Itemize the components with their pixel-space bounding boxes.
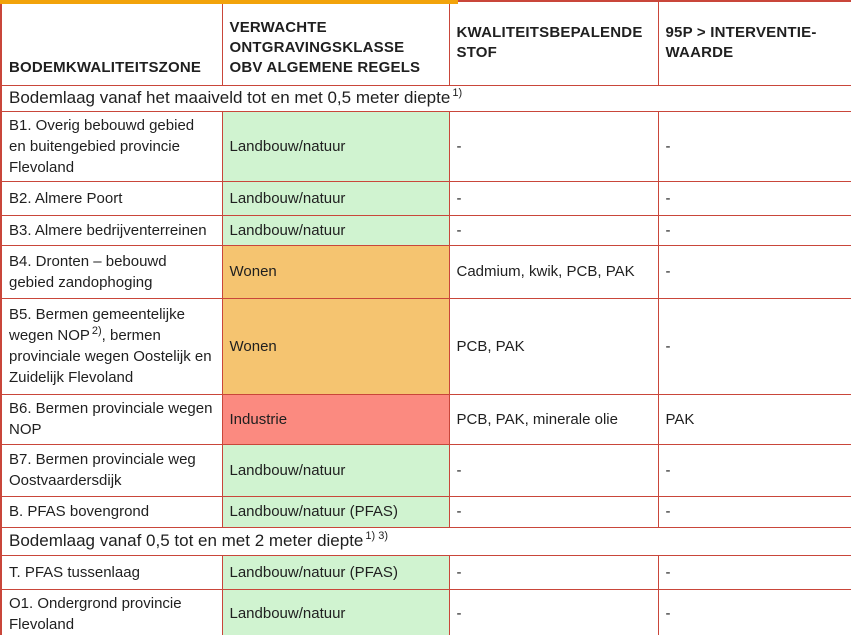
section-title: Bodemlaag vanaf het maaiveld tot en met … [0,84,851,112]
kwaliteitsbepalende-stof-cell: - [448,180,659,216]
table-body: Bodemlaag vanaf het maaiveld tot en met … [0,84,851,635]
kwaliteitsbepalende-stof-cell: - [448,443,659,497]
zone-cell: B2. Almere Poort [0,180,223,216]
top-accent-bar [0,0,458,4]
table-row: B4. Dronten – bebouwd gebied zandophogin… [0,244,851,299]
ontgravingsklasse-cell: Landbouw/natuur (PFAS) [221,554,450,590]
kwaliteitsbepalende-stof-cell: PCB, PAK [448,297,659,395]
table-row: B5. Bermen gemeentelijke wegen NOP 2), be… [0,297,851,395]
p95-interventiewaarde-cell: - [657,297,851,395]
kwaliteitsbepalende-stof-cell: Cadmium, kwik, PCB, PAK [448,244,659,299]
ontgravingsklasse-cell: Landbouw/natuur (PFAS) [221,495,450,528]
table-row: B7. Bermen provinciale weg Oostvaardersd… [0,443,851,497]
table-row: O1. Ondergrond provincie Flevoland Landbo… [0,588,851,635]
p95-interventiewaarde-cell: PAK [657,393,851,445]
kwaliteitsbepalende-stof-cell: - [448,495,659,528]
column-header-kwaliteitsbepalende-stof: KWALITEITSBEPALENDE STOF [448,0,659,86]
ontgravingsklasse-cell: Landbouw/natuur [221,588,450,635]
zone-text: B1. Overig bebouwd gebied en buitengebie… [9,116,195,176]
ontgravingsklasse-cell: Landbouw/natuur [221,443,450,497]
kwaliteitsbepalende-stof-cell: PCB, PAK, minerale olie [448,393,659,445]
zone-cell: B. PFAS bovengrond [0,495,223,528]
ontgravingsklasse-cell: Landbouw/natuur [221,214,450,246]
zone-text: B2. Almere Poort [9,189,123,207]
table-row: B2. Almere Poort Landbouw/natuur - - [0,180,851,216]
table-row: B6. Bermen provinciale wegen NOP Industri… [0,393,851,445]
table-row: T. PFAS tussenlaag Landbouw/natuur (PFAS)… [0,554,851,590]
zone-text: T. PFAS tussenlaag [9,563,140,581]
column-header-95p-interventiewaarde: 95P > INTERVENTIE-WAARDE [657,0,851,86]
section-header-row: Bodemlaag vanaf 0,5 tot en met 2 meter d… [0,526,851,556]
zone-text-continued: , bermen provinciale wegen Oostelijk en … [9,327,212,386]
table-header: BODEMKWALITEITSZONE VERWACHTE ONTGRAVING… [0,0,851,86]
ontgravingsklasse-cell: Landbouw/natuur [221,180,450,216]
kwaliteitsbepalende-stof-cell: - [448,110,659,182]
section-footnote-reference: 1) [452,86,463,99]
table-row: B. PFAS bovengrond Landbouw/natuur (PFAS)… [0,495,851,528]
zone-cell: B7. Bermen provinciale weg Oostvaardersd… [0,443,223,497]
zone-cell: B5. Bermen gemeentelijke wegen NOP 2), be… [0,297,223,395]
table-row: B1. Overig bebouwd gebied en buitengebie… [0,110,851,182]
zone-text: B7. Bermen provinciale weg Oostvaardersd… [9,451,196,489]
section-title: Bodemlaag vanaf 0,5 tot en met 2 meter d… [0,526,851,556]
zone-text: B3. Almere bedrijventerreinen [9,221,207,239]
table-row: B3. Almere bedrijventerreinen Landbouw/na… [0,214,851,246]
ontgravingsklasse-cell: Wonen [221,244,450,299]
ontgravingsklasse-cell: Landbouw/natuur [221,110,450,182]
p95-interventiewaarde-cell: - [657,244,851,299]
zone-text: B4. Dronten – bebouwd gebied zandophogin… [9,252,167,291]
zone-cell: B3. Almere bedrijventerreinen [0,214,223,246]
section-header-row: Bodemlaag vanaf het maaiveld tot en met … [0,84,851,112]
section-title-text: Bodemlaag vanaf het maaiveld tot en met … [9,87,451,107]
zone-cell: B1. Overig bebouwd gebied en buitengebie… [0,110,223,182]
kwaliteitsbepalende-stof-cell: - [448,554,659,590]
zone-footnote-reference: 2) [91,325,102,337]
zone-text: B6. Bermen provinciale wegen NOP [9,400,213,438]
zone-text: B5. Bermen gemeentelijke wegen NOP [9,306,185,344]
column-header-bodemkwaliteitszone: BODEMKWALITEITSZONE [0,0,223,86]
column-header-verwachte-ontgravingsklasse: VERWACHTE ONTGRAVINGSKLASSE OBV ALGEMENE… [221,0,450,86]
p95-interventiewaarde-cell: - [657,443,851,497]
zone-cell: B4. Dronten – bebouwd gebied zandophogin… [0,244,223,299]
p95-interventiewaarde-cell: - [657,214,851,246]
zone-cell: B6. Bermen provinciale wegen NOP [0,393,223,445]
ontgravingsklasse-cell: Industrie [221,393,450,445]
kwaliteitsbepalende-stof-cell: - [448,588,659,635]
zone-text: B. PFAS bovengrond [9,503,150,520]
section-footnote-reference: 1) 3) [365,529,389,542]
zone-cell: T. PFAS tussenlaag [0,554,223,590]
zone-text: O1. Ondergrond provincie Flevoland [9,594,182,633]
p95-interventiewaarde-cell: - [657,554,851,590]
ontgravingsklasse-cell: Wonen [221,297,450,395]
p95-interventiewaarde-cell: - [657,495,851,528]
kwaliteitsbepalende-stof-cell: - [448,214,659,246]
zone-cell: O1. Ondergrond provincie Flevoland [0,588,223,635]
p95-interventiewaarde-cell: - [657,110,851,182]
section-title-text: Bodemlaag vanaf 0,5 tot en met 2 meter d… [9,530,364,550]
p95-interventiewaarde-cell: - [657,588,851,635]
p95-interventiewaarde-cell: - [657,180,851,216]
